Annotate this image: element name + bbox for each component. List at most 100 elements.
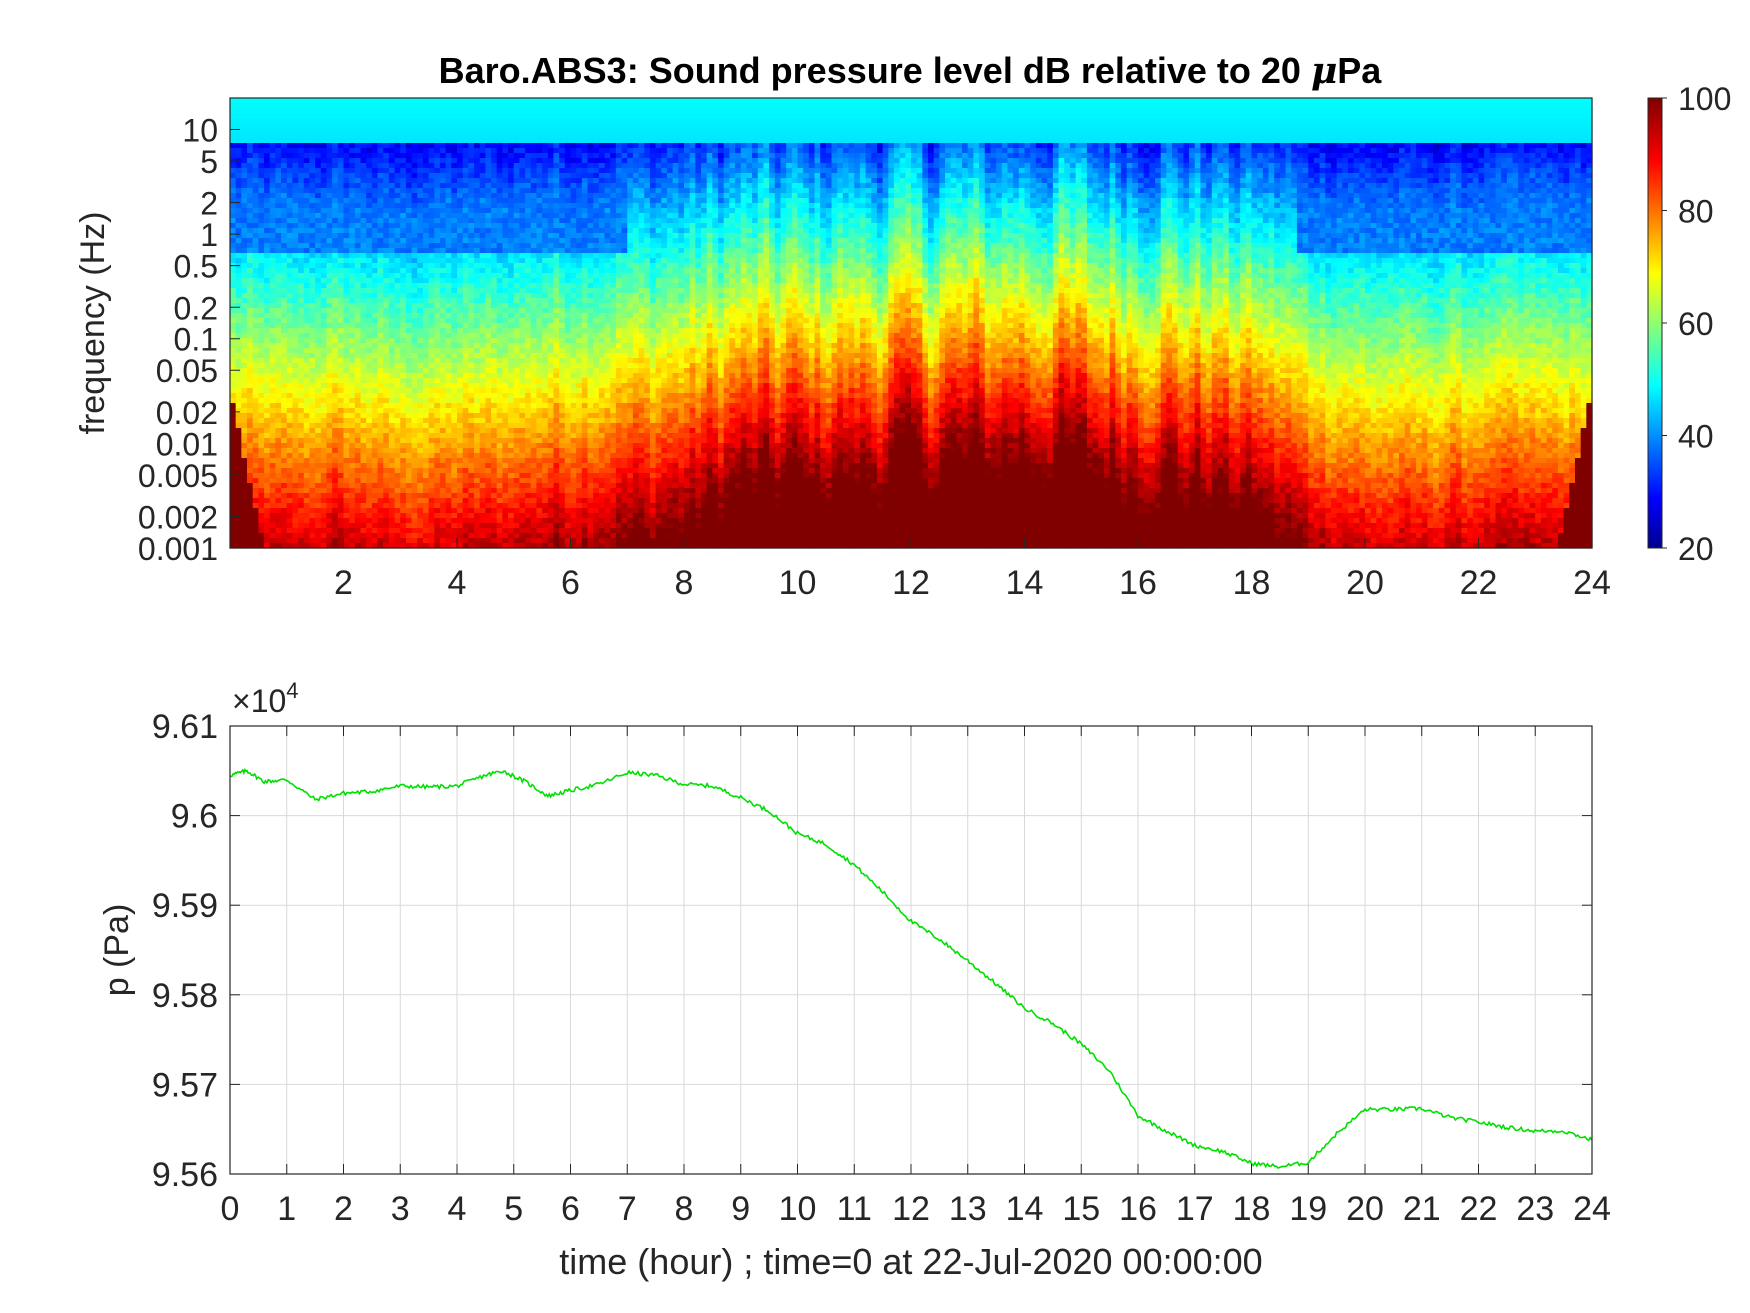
spectrogram-cell xyxy=(303,348,311,354)
spectrogram-cell xyxy=(326,298,333,304)
spectrogram-cell xyxy=(530,428,538,434)
spectrogram-cell xyxy=(241,323,248,329)
spectrogram-cell xyxy=(247,283,254,289)
spectrogram-cell xyxy=(508,433,515,439)
spectrogram-cell xyxy=(309,488,316,494)
spectrogram-cell xyxy=(542,303,549,309)
spectrogram-cell xyxy=(445,243,452,249)
spectrogram-cell xyxy=(451,148,458,154)
spectrogram-cell xyxy=(496,473,503,479)
spectrogram-cell xyxy=(457,493,464,499)
spectrogram-cell xyxy=(530,493,538,499)
spectrogram-cell xyxy=(303,113,311,119)
spectrogram-cell xyxy=(383,123,390,129)
spectrogram-cell xyxy=(439,253,447,259)
spectrogram-cell xyxy=(422,313,430,319)
spectrogram-cell xyxy=(303,353,311,359)
spectrogram-cell xyxy=(536,308,543,314)
spectrogram-cell xyxy=(309,278,316,284)
spectrogram-cell xyxy=(485,438,492,444)
spectrogram-cell xyxy=(281,213,288,219)
spectrogram-cell xyxy=(485,308,492,314)
spectrogram-cell xyxy=(405,243,413,249)
spectrogram-cell xyxy=(235,408,242,414)
spectrogram-cell xyxy=(474,478,481,484)
spectrogram-cell xyxy=(264,138,271,144)
spectrogram-cell xyxy=(513,513,521,519)
spectrogram-cell xyxy=(349,488,356,494)
spectrogram-cell xyxy=(366,533,373,539)
spectrogram-cell xyxy=(417,313,424,319)
spectrogram-cell xyxy=(275,193,282,199)
spectrogram-cell xyxy=(536,358,543,364)
spectrogram-cell xyxy=(281,488,288,494)
spectrogram-cell xyxy=(491,153,498,159)
spectrogram-cell xyxy=(275,468,282,474)
spectrogram-cell xyxy=(230,253,237,259)
spectrogram-cell xyxy=(394,228,401,234)
spectrogram-cell xyxy=(269,488,276,494)
spectrogram-cell xyxy=(247,458,254,464)
spectrogram-cell xyxy=(371,98,379,104)
spectrogram-cell xyxy=(360,268,367,274)
spectrogram-cell xyxy=(292,538,299,544)
spectrogram-cell xyxy=(371,173,379,179)
spectrogram-cell xyxy=(264,423,271,429)
spectrogram-cell xyxy=(496,283,503,289)
spectrogram-cell xyxy=(496,213,503,219)
spectrogram-cell xyxy=(491,138,498,144)
spectrogram-cell xyxy=(326,278,333,284)
spectrogram-cell xyxy=(377,438,384,444)
spectrogram-cell xyxy=(405,183,413,189)
spectrogram-cell xyxy=(428,258,435,264)
spectrogram-cell xyxy=(286,263,294,269)
spectrogram-cell xyxy=(468,173,475,179)
spectrogram-cell xyxy=(400,443,407,449)
spectrogram-cell xyxy=(388,333,396,339)
spectrogram-cell xyxy=(536,443,543,449)
spectrogram-cell xyxy=(519,318,526,324)
spectrogram-cell xyxy=(275,443,282,449)
spectrogram-cell xyxy=(275,533,282,539)
spectrogram-cell xyxy=(326,233,333,239)
spectrogram-cell xyxy=(434,498,441,504)
spectrogram-cell xyxy=(303,433,311,439)
spectrogram-cell xyxy=(485,323,492,329)
spectrogram-cell xyxy=(349,393,356,399)
spectrogram-cell xyxy=(405,523,413,529)
spectrogram-cell xyxy=(405,288,413,294)
spectrogram-cell xyxy=(298,513,305,519)
spectrogram-cell xyxy=(451,463,458,469)
spectrogram-cell xyxy=(292,153,299,159)
spectrogram-cell xyxy=(411,208,418,214)
spectrogram-cell xyxy=(525,178,532,184)
spectrogram-cell xyxy=(519,543,526,549)
spectrogram-cell xyxy=(241,463,248,469)
spectrogram-cell xyxy=(445,358,452,364)
spectrogram-cell xyxy=(485,518,492,524)
spectrogram-cell xyxy=(422,208,430,214)
spectrogram-cell xyxy=(479,288,486,294)
spectrogram-cell xyxy=(468,108,475,114)
spectrogram-cell xyxy=(513,348,521,354)
spectrogram-cell xyxy=(349,303,356,309)
spectrogram-cell xyxy=(457,248,464,254)
spectrogram-cell xyxy=(536,488,543,494)
spectrogram-cell xyxy=(332,108,339,114)
spectrogram-cell xyxy=(496,278,503,284)
spectrogram-cell xyxy=(366,308,373,314)
spectrogram-cell xyxy=(468,198,475,204)
spectrogram-cell xyxy=(462,158,469,164)
spectrogram-cell xyxy=(247,498,254,504)
spectrogram-cell xyxy=(264,253,271,259)
spectrogram-cell xyxy=(417,368,424,374)
spectrogram-cell xyxy=(388,343,396,349)
spectrogram-cell xyxy=(354,258,362,264)
spectrogram-cell xyxy=(264,353,271,359)
spectrogram-cell xyxy=(360,368,367,374)
spectrogram-cell xyxy=(457,278,464,284)
spectrogram-cell xyxy=(281,343,288,349)
spectrogram-cell xyxy=(303,153,311,159)
spectrogram-cell xyxy=(235,118,242,124)
spectrogram-cell xyxy=(525,393,532,399)
